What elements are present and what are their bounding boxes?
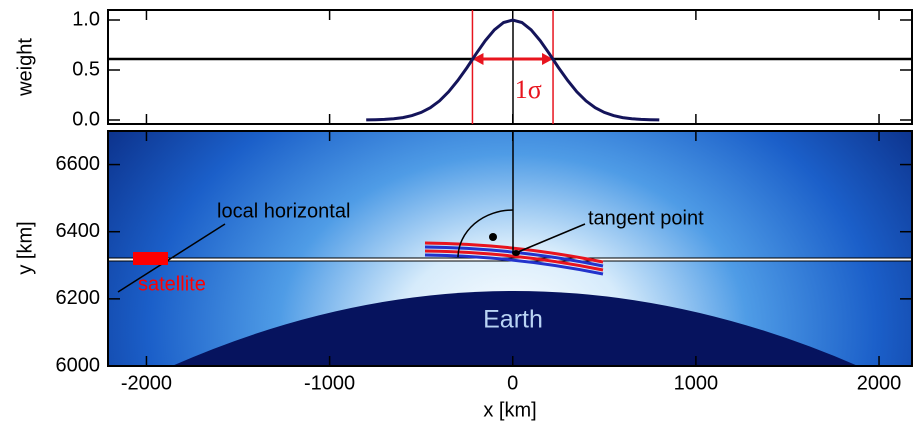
ray: [424, 241, 604, 264]
y-axis-label: weight: [14, 38, 36, 97]
x-tick-label: 2000: [857, 372, 902, 394]
weight-curve: [366, 18, 660, 122]
x-tick-label: 0: [507, 372, 518, 394]
annotation: satellite: [138, 273, 206, 295]
pointer: [517, 223, 586, 253]
annotation: 1σ: [515, 75, 542, 104]
earth: [172, 291, 858, 366]
ray: [424, 249, 604, 272]
pointer: [117, 223, 226, 293]
y-tick-label: 0.5: [72, 58, 100, 80]
annotation: Earth: [483, 306, 543, 334]
x-axis-label: x [km]: [483, 399, 536, 421]
y-tick-label: 6200: [56, 287, 101, 309]
y-tick-label: 0.0: [72, 108, 100, 130]
x-tick-label: -2000: [121, 372, 172, 394]
x-tick-label: -1000: [304, 372, 355, 394]
ray: [424, 253, 604, 276]
annotation: tangent point: [588, 207, 704, 229]
x-tick-label: 1000: [674, 372, 719, 394]
y-tick-label: 1.0: [72, 8, 100, 30]
arrow-head: [472, 53, 484, 65]
y-axis-label: y [km]: [14, 221, 36, 274]
y-tick-label: 6600: [56, 153, 101, 175]
angle-arc: [457, 209, 514, 258]
scene: local horizontal tangent point satellite…: [108, 131, 912, 366]
satellite: [133, 252, 168, 265]
arrow-head: [542, 53, 554, 65]
plot-frame: [107, 130, 913, 367]
annotation: local horizontal: [217, 200, 350, 222]
y-tick-label: 6400: [56, 220, 101, 242]
plot-frame: [107, 9, 913, 125]
dot: [489, 233, 497, 241]
y-tick-label: 6000: [56, 354, 101, 376]
